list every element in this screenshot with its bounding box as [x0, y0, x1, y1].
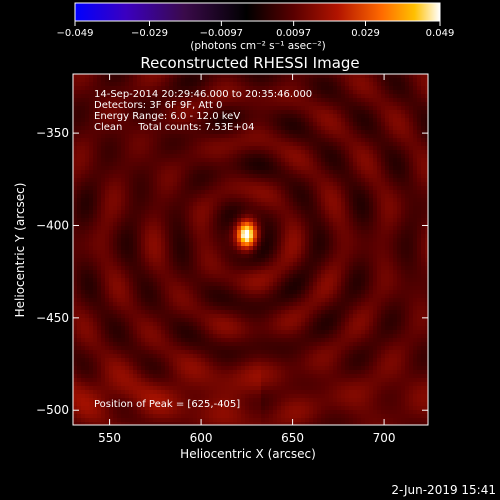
x-tick-label: 650: [281, 431, 304, 445]
info-block: 14-Sep-2014 20:29:46.000 to 20:35:46.000…: [94, 89, 312, 133]
colorbar-units: (photons cm⁻² s⁻¹ asec⁻²): [190, 40, 325, 52]
y-tick-label: −350: [36, 126, 69, 140]
colorbar-tick-label: −0.029: [131, 28, 168, 39]
x-axis: 550 600 650 700: [98, 74, 396, 445]
footer-date: 2-Jun-2019 15:41: [391, 483, 496, 497]
colorbar-tick-label: 0.0097: [276, 28, 311, 39]
x-tick-label: 550: [98, 431, 121, 445]
y-axis: −350 −400 −450 −500: [36, 126, 428, 417]
heatmap-cells: [73, 74, 428, 425]
heatmap: [73, 74, 428, 425]
plot-frame: [72, 73, 429, 426]
colorbar-tick-label: 0.049: [426, 28, 455, 39]
y-axis-label: Heliocentric Y (arcsec): [13, 183, 27, 318]
x-tick-label: 600: [190, 431, 213, 445]
colorbar-gradient: [74, 2, 441, 22]
info-total-counts: Clean Total counts: 7.53E+04: [94, 122, 254, 133]
info-energy-range: Energy Range: 6.0 - 12.0 keV: [94, 111, 240, 122]
x-tick-label: 700: [373, 431, 396, 445]
colorbar-ticks: −0.049 −0.029 −0.0097 0.0097 0.029 0.049: [56, 21, 454, 39]
y-tick-label: −400: [36, 218, 69, 232]
peak-position-label: Position of Peak = [625,-405]: [94, 399, 240, 410]
y-tick-label: −450: [36, 311, 69, 325]
info-detectors: Detectors: 3F 6F 9F, Att 0: [94, 100, 222, 111]
x-axis-label: Heliocentric X (arcsec): [180, 447, 316, 461]
colorbar: −0.049 −0.029 −0.0097 0.0097 0.029 0.049 (pho…: [56, 2, 454, 52]
colorbar-tick-label: 0.029: [351, 28, 380, 39]
chart-title: Reconstructed RHESSI Image: [140, 54, 359, 72]
colorbar-tick-label: −0.0097: [200, 28, 243, 39]
info-time-range: 14-Sep-2014 20:29:46.000 to 20:35:46.000: [94, 89, 312, 100]
colorbar-tick-label: −0.049: [56, 28, 93, 39]
y-tick-label: −500: [36, 403, 69, 417]
